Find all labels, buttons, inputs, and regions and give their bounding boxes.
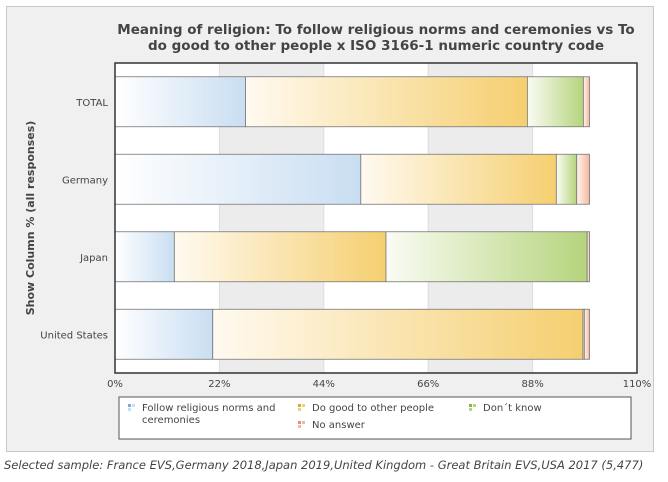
legend-label: ceremonies: [142, 415, 200, 426]
bar-total-series-2: [526, 76, 584, 128]
legend-label: Don´t know: [483, 402, 542, 414]
x-tick-label: 0%: [107, 379, 123, 390]
legend-swatch: [128, 404, 131, 407]
plot-frame: [114, 62, 638, 374]
bar-united-states-series-3: [583, 308, 590, 360]
category-label: United States: [40, 330, 108, 341]
bar-japan-series-2: [385, 231, 588, 283]
x-tick-label: 44%: [313, 379, 335, 390]
bars: [114, 62, 638, 374]
bar-united-states-series-1: [212, 308, 584, 360]
legend-swatch: [298, 408, 301, 411]
legend-box: [118, 396, 632, 440]
category-labels: TOTAL Germany Japan United States: [40, 98, 108, 342]
legend-swatch: [298, 425, 301, 428]
category-label: Germany: [62, 175, 108, 186]
bar-germany-series-3: [576, 153, 590, 205]
bar-germany-series-0: [114, 153, 362, 205]
x-tick-label: 22%: [208, 379, 230, 390]
legend-swatch: [469, 404, 472, 407]
legend-swatch: [473, 404, 476, 407]
category-label: Japan: [79, 253, 108, 264]
bar-germany-series-2: [555, 153, 578, 205]
legend-swatch: [302, 421, 305, 424]
bar-japan-series-3: [586, 231, 590, 283]
y-axis-label: Show Column % (all responses): [24, 121, 37, 316]
sample-caption: Selected sample: France EVS,Germany 2018…: [4, 458, 644, 472]
legend-label: Do good to other people: [312, 403, 434, 414]
legend-swatch: [298, 404, 301, 407]
bar-united-states-series-0: [114, 308, 214, 360]
legend-swatch: [132, 404, 135, 407]
chart-title-line-2: do good to other people x ISO 3166-1 num…: [148, 38, 604, 54]
legend-swatch: [302, 404, 305, 407]
bar-total-series-3: [582, 76, 590, 128]
legend-swatch: [298, 421, 301, 424]
x-tick-label: 110%: [623, 379, 652, 390]
bar-germany-series-1: [360, 153, 557, 205]
x-tick-label: 88%: [521, 379, 543, 390]
x-tick-labels: 0% 22% 44% 66% 88% 110%: [107, 379, 651, 390]
bar-total-series-1: [245, 76, 528, 128]
legend-label: Follow religious norms and: [142, 403, 275, 414]
legend-swatch: [128, 408, 131, 411]
legend-label: No answer: [312, 420, 366, 431]
bar-japan-series-1: [173, 231, 387, 283]
legend-swatch: [469, 408, 472, 411]
category-label: TOTAL: [75, 98, 108, 109]
x-tick-label: 66%: [417, 379, 439, 390]
bar-total-series-0: [114, 76, 246, 128]
bar-japan-series-0: [114, 231, 175, 283]
chart-title-line-1: Meaning of religion: To follow religious…: [117, 22, 634, 38]
